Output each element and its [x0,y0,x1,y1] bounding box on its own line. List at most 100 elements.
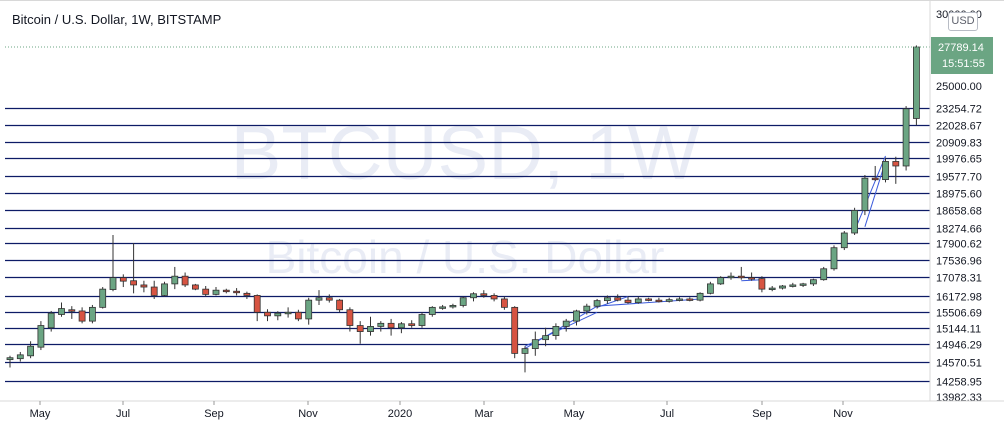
candle [717,276,725,285]
candle-body-up [913,46,920,119]
horizontal-levels[interactable] [5,107,930,383]
candle [810,278,817,286]
candle [305,297,313,325]
candle [634,296,642,304]
currency-button[interactable]: USD [948,12,978,31]
candle-body-down [191,284,199,290]
candle [500,296,508,310]
candle-body-up [6,357,14,361]
candle-body-up [604,297,611,302]
level-label: 15144.11 [936,324,981,336]
candle [191,283,199,291]
candle [78,307,86,324]
candle [428,306,436,317]
candle-body-up [109,277,117,290]
candle [799,282,807,288]
candle [624,296,632,304]
candle [737,266,745,280]
candle-body-up [779,285,786,289]
candle [315,290,323,305]
trend-line [854,155,886,232]
candle-body-up [16,354,24,360]
level-label: 17900.62 [936,239,982,251]
candle-body-up [830,247,838,270]
candle [593,298,601,309]
candle [253,294,261,322]
time-label: May [564,408,585,420]
candle [830,245,838,271]
time-label: Sep [752,408,772,420]
candle [768,285,776,292]
candle [552,323,560,340]
level-label: 18274.66 [936,224,982,236]
candle-body-down [480,293,488,296]
candle [387,318,395,336]
candle-body-up [583,305,591,312]
candle-body-up [810,279,817,285]
time-label: 2020 [388,408,412,420]
candle-body-up [99,288,107,308]
level-label: 17078.31 [936,273,982,285]
candle-body-up [552,326,560,337]
candle-body-down [356,325,364,332]
candle [16,351,24,362]
candle [27,341,35,359]
price-axis-corner [931,402,1004,430]
time-axis-background [0,402,1004,430]
candle-body-down [253,295,261,313]
candle [758,276,766,293]
candle-body-up [573,310,580,322]
candle-body-up [717,277,725,285]
time-label: Sep [204,408,224,420]
candle-body-down [408,323,416,326]
candle [233,288,241,296]
candle-body-up [542,335,549,341]
time-label: Jul [116,408,130,420]
candle-body-up [27,345,35,357]
candle-body-up [882,161,889,181]
candle [789,282,797,288]
candle-body-up [428,306,436,315]
candle [707,281,714,295]
candle-body-up [562,320,570,327]
candle-body-down [500,298,508,308]
candle [676,297,683,302]
candle [882,157,889,183]
candle-body-down [222,289,230,293]
candle-body-down [294,311,302,320]
watermark-symbol: BTCUSD, 1W [231,111,700,196]
candles[interactable] [6,45,920,373]
candle-body-up [531,339,539,350]
level-label: 20909.83 [936,138,982,150]
candle [119,274,127,288]
chart-title: Bitcoin / U.S. Dollar, 1W, BITSTAMP [12,12,222,27]
level-label: 22028.67 [936,121,982,133]
candle [356,321,364,344]
candle [171,266,179,290]
candle [490,293,498,302]
last-price-label: 27789.14 [938,42,984,54]
price-axis[interactable]: 30000.00 25000.00 27789.14 15:51:55 2325… [929,1,993,404]
candle [58,302,65,317]
candle-body-up [397,323,405,329]
candle-body-up [851,210,858,234]
watermark: BTCUSD, 1W Bitcoin / U.S. Dollar [231,111,700,283]
candle-body-up [707,283,714,294]
candle [470,292,477,302]
candle [573,309,580,326]
candle [902,106,910,171]
candle-body-up [274,312,282,317]
time-axis[interactable]: May Jul Sep Nov 2020 Mar May Jul Sep Nov [0,400,1004,430]
candle-body-down [624,299,632,303]
candle [614,294,622,302]
candle-body-down [686,298,694,301]
candle-body-up [768,287,776,290]
candle [665,297,673,303]
candle [336,298,344,313]
time-label: Mar [475,408,494,420]
candle-body-up [459,297,467,306]
time-label: May [30,408,51,420]
candle-body-up [665,299,673,302]
